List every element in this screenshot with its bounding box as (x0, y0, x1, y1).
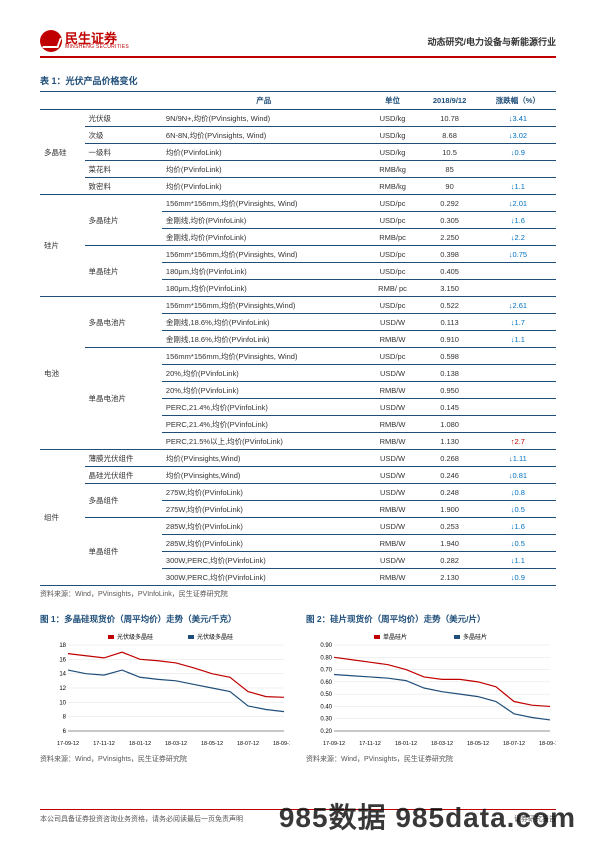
logo: 民生证券 MINSHENG SECURITIES (40, 30, 129, 52)
svg-text:0.60: 0.60 (320, 680, 332, 686)
table-row: 致密料均价(PVinfoLink)RMB/kg90↓1.1 (40, 178, 556, 195)
table-row: 菜花料均价(PVinfoLink)RMB/kg85 (40, 161, 556, 178)
svg-text:17-09-12: 17-09-12 (57, 741, 79, 747)
svg-text:光伏级多晶硅: 光伏级多晶硅 (197, 633, 233, 641)
chart-2-title: 图 2：硅片现货价（周平均价）走势（美元/片） (306, 613, 556, 625)
svg-text:18-09-12: 18-09-12 (539, 741, 556, 747)
svg-text:18-09-12: 18-09-12 (273, 741, 290, 747)
chart-1: 图 1：多晶硅现货价（周平均价）走势（美元/千克） 6 8 10 12 14 16 18 17… (40, 613, 290, 764)
table-row: 硅片多晶硅片156mm*156mm,均价(PVinsights, Wind)US… (40, 195, 556, 212)
logo-icon (40, 30, 62, 52)
chart-1-svg: 6 8 10 12 14 16 18 17-09-12 17-11-12 18-01-12 18-0… (40, 629, 290, 749)
chart-2-source: 资料来源：Wind，PVinsights，民生证券研究院 (306, 754, 556, 764)
chart-2: 图 2：硅片现货价（周平均价）走势（美元/片） 0.20 0.30 0.40 0.50… (306, 613, 556, 764)
price-table: 产品单位2018/9/12涨跌幅（%） 多晶硅光伏级9N/9N+,均价(PVin… (40, 91, 556, 586)
header-subtitle: 动态研究/电力设备与新能源行业 (427, 35, 556, 48)
svg-text:0.30: 0.30 (320, 717, 332, 723)
svg-text:14: 14 (59, 672, 66, 678)
table-row: 电池多晶电池片156mm*156mm,均价(PVinsights,Wind)US… (40, 297, 556, 314)
svg-text:17-11-12: 17-11-12 (93, 741, 115, 747)
svg-text:0.20: 0.20 (320, 729, 332, 735)
svg-text:12: 12 (59, 686, 66, 692)
svg-text:18-01-12: 18-01-12 (395, 741, 417, 747)
svg-text:0.80: 0.80 (320, 655, 332, 661)
table-source: 资料来源：Wind，PVinsights，PVInfoLink，民生证券研究院 (40, 589, 556, 599)
svg-text:0.90: 0.90 (320, 643, 332, 649)
svg-text:0.70: 0.70 (320, 668, 332, 674)
table-row: 单晶组件285W,均价(PVinfoLink)USD/W0.253↓1.6 (40, 518, 556, 535)
table-row: 组件薄膜光伏组件均价(PVinsights,Wind)USD/W0.268↓1.… (40, 450, 556, 467)
chart-2-svg: 0.20 0.30 0.40 0.50 0.60 0.70 0.80 0.90 17-09-12… (306, 629, 556, 749)
svg-text:8: 8 (63, 715, 67, 721)
table-row: 单晶硅片156mm*156mm,均价(PVinsights, Wind)USD/… (40, 246, 556, 263)
svg-text:18-05-12: 18-05-12 (201, 741, 223, 747)
footer-left: 本公司具备证券投资咨询业务资格，请务必阅读最后一页免责声明 (40, 814, 243, 824)
logo-en: MINSHENG SECURITIES (65, 45, 129, 50)
svg-text:18-03-12: 18-03-12 (431, 741, 453, 747)
svg-text:17-11-12: 17-11-12 (359, 741, 381, 747)
svg-text:0.40: 0.40 (320, 704, 332, 710)
svg-text:18-07-12: 18-07-12 (503, 741, 525, 747)
chart-1-source: 资料来源：Wind，PVinsights，民生证券研究院 (40, 754, 290, 764)
svg-text:10: 10 (59, 700, 66, 706)
table-row: 一级料均价(PVinfoLink)USD/kg10.5↓0.9 (40, 144, 556, 161)
svg-text:17-09-12: 17-09-12 (323, 741, 345, 747)
chart-1-title: 图 1：多晶硅现货价（周平均价）走势（美元/千克） (40, 613, 290, 625)
svg-text:18-01-12: 18-01-12 (129, 741, 151, 747)
svg-text:0.50: 0.50 (320, 692, 332, 698)
svg-text:18-05-12: 18-05-12 (467, 741, 489, 747)
svg-text:多晶硅片: 多晶硅片 (463, 633, 487, 641)
svg-text:6: 6 (63, 729, 67, 735)
svg-text:18: 18 (59, 643, 66, 649)
svg-text:16: 16 (59, 657, 66, 663)
table-row: 单晶电池片156mm*156mm,均价(PVinsights, Wind)USD… (40, 348, 556, 365)
table-row: 多晶硅光伏级9N/9N+,均价(PVinsights, Wind)USD/kg1… (40, 110, 556, 127)
table-row: 多晶组件275W,均价(PVinfoLink)USD/W0.248↓0.8 (40, 484, 556, 501)
page-header: 民生证券 MINSHENG SECURITIES 动态研究/电力设备与新能源行业 (40, 30, 556, 58)
svg-text:18-07-12: 18-07-12 (237, 741, 259, 747)
svg-text:单晶硅片: 单晶硅片 (383, 633, 407, 641)
table-row: 次级6N-8N,均价(PVinsights, Wind)USD/kg8.68↓3… (40, 127, 556, 144)
table-row: 晶硅光伏组件均价(PVinsights,Wind)USD/W0.246↓0.81 (40, 467, 556, 484)
svg-text:18-03-12: 18-03-12 (165, 741, 187, 747)
table-title: 表 1：光伏产品价格变化 (40, 74, 556, 87)
svg-text:光伏级多晶硅: 光伏级多晶硅 (117, 633, 153, 641)
watermark: 985数据 985data.com (279, 796, 576, 836)
